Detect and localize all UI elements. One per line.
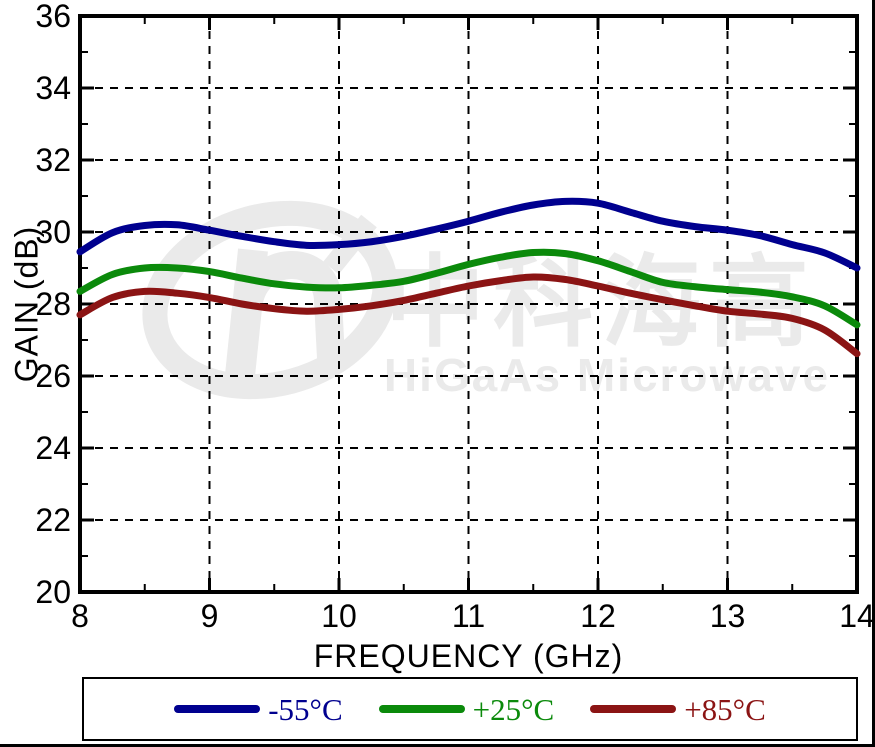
legend: -55°C +25°C +85°C [82, 677, 858, 741]
legend-label-plus85: +85°C [684, 691, 766, 727]
svg-text:14: 14 [839, 598, 875, 634]
svg-text:8: 8 [71, 598, 89, 634]
svg-text:10: 10 [321, 598, 357, 634]
y-axis-title: GAIN (dB) [8, 225, 45, 383]
svg-text:13: 13 [710, 598, 746, 634]
svg-text:36: 36 [35, 0, 71, 34]
svg-text:26: 26 [35, 358, 71, 394]
svg-text:20: 20 [35, 574, 71, 610]
legend-label-plus25: +25°C [472, 691, 555, 727]
legend-swatch-plus25 [378, 705, 465, 713]
svg-text:9: 9 [201, 598, 219, 634]
x-axis-title: FREQUENCY (GHz) [313, 638, 624, 674]
svg-text:32: 32 [35, 142, 71, 178]
svg-text:30: 30 [35, 214, 71, 250]
svg-text:34: 34 [35, 70, 71, 106]
svg-text:11: 11 [452, 598, 485, 634]
svg-text:24: 24 [35, 430, 71, 466]
legend-swatch-minus55 [174, 705, 261, 713]
legend-swatch-plus85 [590, 705, 677, 713]
svg-text:12: 12 [580, 598, 616, 634]
legend-label-minus55: -55°C [268, 691, 343, 727]
svg-text:28: 28 [35, 286, 71, 322]
svg-text:22: 22 [35, 502, 71, 538]
legend-item-plus85: +85°C [590, 694, 766, 725]
legend-item-minus55: -55°C [174, 691, 343, 727]
legend-item-plus25: +25°C [378, 691, 555, 727]
